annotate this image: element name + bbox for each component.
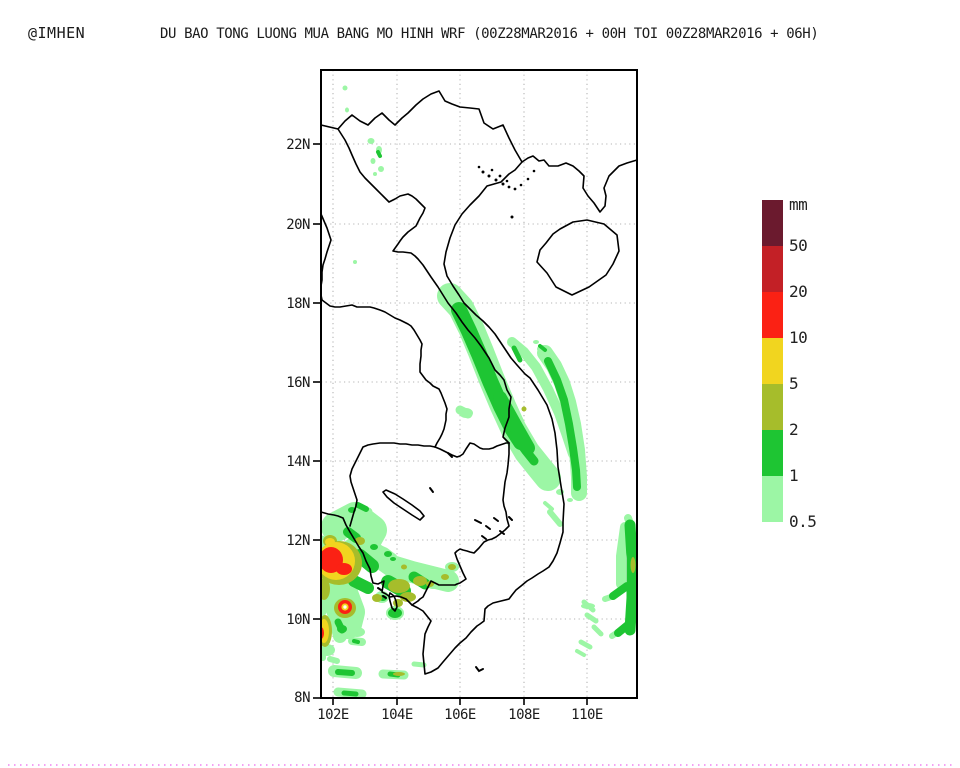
x-axis-labels: 102E 104E 106E 108E 110E [317,707,603,723]
laos-cambodia-border [434,442,510,458]
colorbar-label: 20 [789,282,807,301]
colorbar-label: 0.5 [789,512,816,531]
tonle-sap-lake [382,489,425,521]
page-title: DU BAO TONG LUONG MUA BANG MO HINH WRF (… [160,26,818,42]
y-axis-label: 14N [286,454,310,470]
x-axis-label: 108E [508,707,540,723]
colorbar-label: 10 [789,328,807,347]
colorbar-segment [762,200,783,246]
x-axis-label: 104E [381,707,413,723]
vietnam-cambodia-border [411,442,510,606]
credit-label: @IMHEN [28,24,85,42]
x-axis-label: 102E [317,707,349,723]
y-axis-label: 16N [286,375,310,391]
colorbar-unit-label: mm [789,195,807,214]
y-axis-label: 12N [286,533,310,549]
colorbar-label: 1 [789,466,798,485]
precipitation-field [321,85,637,698]
y-axis-label: 20N [286,217,310,233]
colorbar-label: 50 [789,236,807,255]
colorbar-segment [762,384,783,430]
vietnam-coastline [320,161,565,675]
china-border-and-coast [320,90,638,213]
y-axis-label: 8N [294,690,310,706]
x-axis-label: 106E [444,707,476,723]
laos-thailand-border [320,213,448,448]
map-frame [320,69,638,699]
colorbar-segment [762,430,783,476]
y-axis-label: 18N [286,296,310,312]
hainan-island [536,219,620,296]
colorbar: mm 50 20 10 5 2 1 0.5 [762,195,817,531]
colorbar-segment [762,292,783,338]
inland-lakes-marks [377,452,513,673]
coastline-and-borders [320,90,638,675]
thailand-cambodia-border [349,442,436,527]
y-axis-label: 10N [286,612,310,628]
vietnam-laos-border [337,128,512,444]
axis-ticks [313,143,588,705]
precip-level-10mm-patches [321,547,352,639]
colorbar-segment [762,246,783,292]
small-islands [477,165,536,219]
y-axis-label: 22N [286,137,310,153]
colorbar-segment [762,476,783,522]
precip-cell-core [341,603,349,611]
phu-quoc-island [388,592,398,612]
colorbar-label: 5 [789,374,798,393]
colorbar-segment [762,338,783,384]
colorbar-label: 2 [789,420,798,439]
y-axis-labels: 22N 20N 18N 16N 14N 12N 10N 8N [286,137,310,706]
x-axis-label: 110E [571,707,603,723]
